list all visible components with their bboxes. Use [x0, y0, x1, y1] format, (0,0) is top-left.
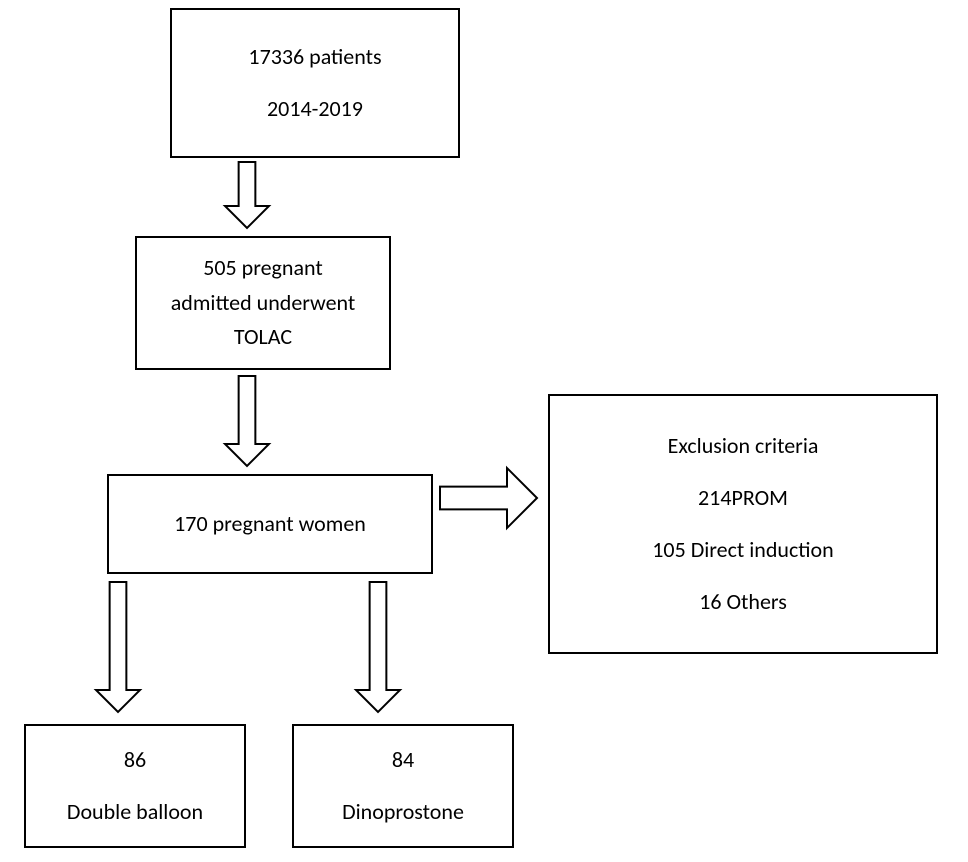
- arrow-women-to-balloon: [96, 582, 140, 712]
- arrow-women-to-exclusion: [440, 468, 537, 528]
- node-exclusion-line: 16 Others: [693, 585, 793, 620]
- node-tolac-line: TOLAC: [228, 320, 298, 355]
- node-women-line: 170 pregnant women: [168, 507, 372, 542]
- node-exclusion: Exclusion criteria 214PROM 105 Direct in…: [548, 394, 938, 654]
- node-exclusion-line: [735, 515, 752, 532]
- node-tolac: 505 pregnantadmitted underwentTOLAC: [135, 236, 391, 370]
- node-tolac-line: admitted underwent: [165, 286, 362, 321]
- arrow-patients-to-tolac: [225, 162, 269, 228]
- node-patients-line: 2014-2019: [261, 92, 369, 127]
- node-balloon-line: [127, 777, 144, 794]
- node-dinoprostone-line: [395, 777, 412, 794]
- arrow-tolac-to-women: [225, 376, 269, 466]
- arrow-women-to-dinoprostone: [356, 582, 400, 712]
- node-balloon-line: Double balloon: [61, 795, 209, 830]
- node-exclusion-line: [735, 567, 752, 584]
- node-women: 170 pregnant women: [107, 474, 433, 574]
- node-tolac-line: 505 pregnant: [197, 251, 329, 286]
- node-dinoprostone: 84 Dinoprostone: [292, 724, 514, 848]
- node-patients: 17336 patients 2014-2019: [170, 8, 460, 158]
- node-balloon: 86 Double balloon: [24, 724, 246, 848]
- node-patients-line: [307, 74, 324, 91]
- node-exclusion-line: [735, 463, 752, 480]
- node-dinoprostone-line: Dinoprostone: [336, 795, 470, 830]
